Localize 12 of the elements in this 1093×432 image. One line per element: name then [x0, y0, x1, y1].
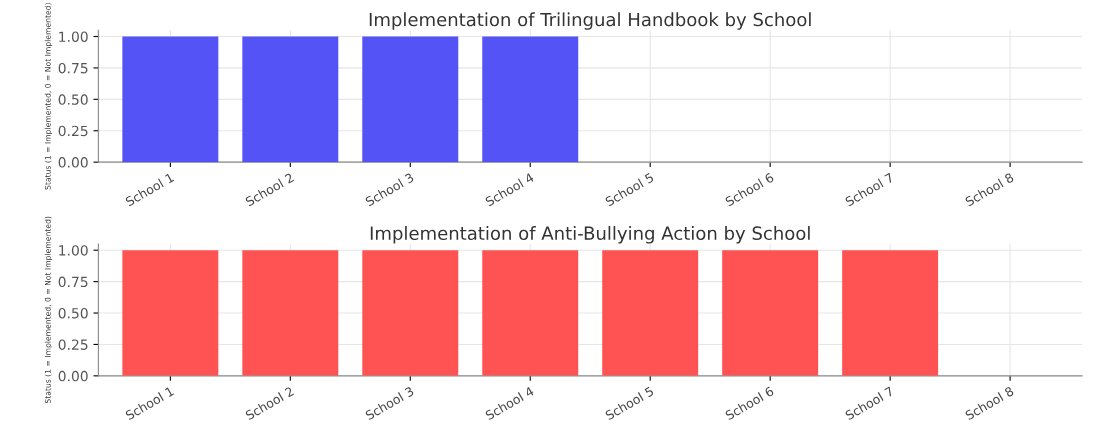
- y-tick-label: 0.75: [58, 276, 88, 288]
- chart-title: Implementation of Anti-Bullying Action by School: [370, 226, 810, 244]
- y-tick-label: 0.00: [58, 157, 88, 168]
- chart-title: Implementation of Trilingual Handbook by School: [369, 12, 811, 30]
- y-tick-label: 0.75: [58, 62, 88, 74]
- y-tick-label: 0.25: [58, 339, 88, 350]
- y-tick-label: 0.25: [58, 125, 88, 137]
- y-tick-label: 1.00: [59, 245, 88, 256]
- y-tick-label: 0.50: [58, 94, 88, 105]
- y-tick-label: 1.00: [59, 31, 88, 42]
- y-tick-label: 0.50: [58, 307, 88, 319]
- y-tick-label: 0.00: [58, 370, 88, 382]
